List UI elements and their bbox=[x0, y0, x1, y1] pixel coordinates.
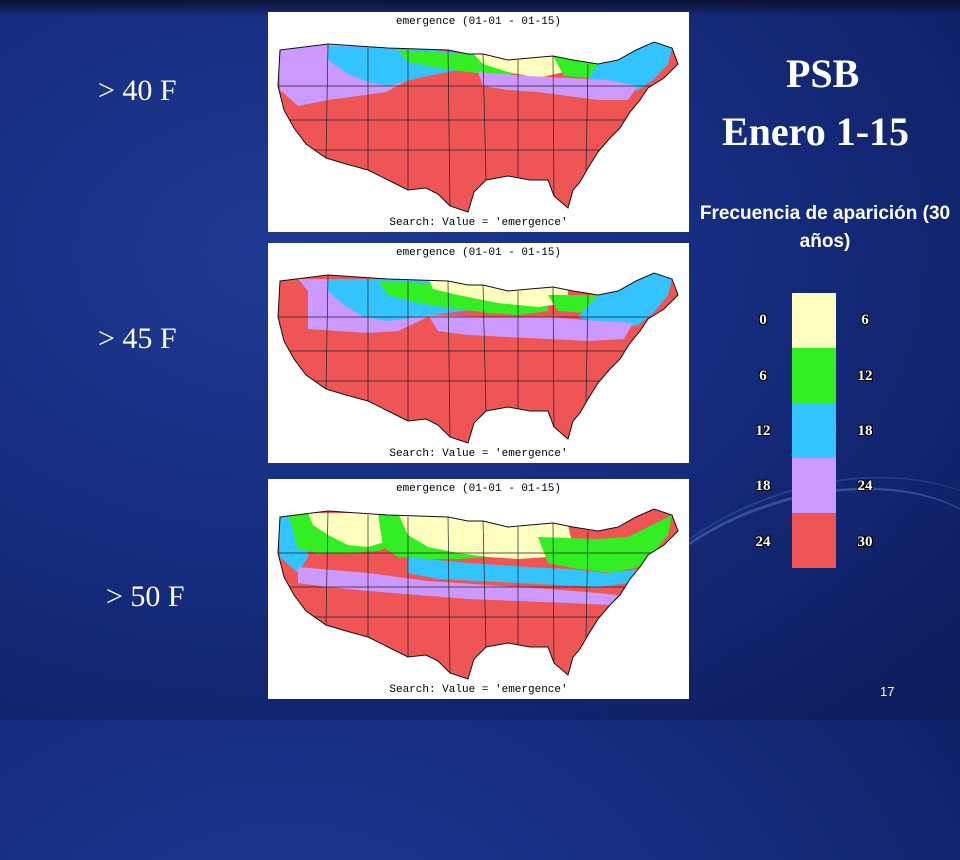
legend-swatch-3 bbox=[792, 458, 836, 513]
us-outline bbox=[277, 272, 679, 444]
map-band bbox=[538, 515, 672, 573]
legend-low-label: 6 bbox=[759, 368, 767, 384]
map-panel-40: emergence (01-01 - 01-15) Search: Value … bbox=[268, 12, 689, 232]
map-panel-search: Search: Value = 'emergence' bbox=[389, 448, 568, 460]
legend-low-label: 12 bbox=[755, 423, 771, 439]
map-panel-50: emergence (01-01 - 01-15) Search: Value … bbox=[268, 479, 689, 699]
legend-high-label: 30 bbox=[857, 534, 873, 550]
legend-low-label: 18 bbox=[755, 478, 771, 494]
state-border bbox=[325, 43, 329, 159]
state-border bbox=[325, 510, 329, 626]
state-border bbox=[447, 516, 451, 674]
map-shapes bbox=[277, 41, 679, 213]
map-band bbox=[578, 273, 672, 329]
state-border bbox=[585, 294, 589, 402]
map-band bbox=[298, 567, 618, 605]
map-panel-title: emergence (01-01 - 01-15) bbox=[395, 483, 562, 495]
map-band bbox=[308, 513, 398, 547]
legend-high-label: 24 bbox=[857, 478, 873, 494]
state-border bbox=[552, 522, 555, 664]
page-number: 17 bbox=[880, 684, 895, 699]
map-band bbox=[398, 50, 530, 76]
temp-label-40: > 40 F bbox=[98, 74, 177, 107]
legend-high-label: 18 bbox=[857, 423, 873, 439]
legend-swatch-1 bbox=[792, 348, 836, 403]
state-border bbox=[585, 63, 589, 171]
slide-title: PSB bbox=[786, 51, 860, 96]
map-band bbox=[428, 315, 633, 341]
map-band bbox=[278, 279, 308, 337]
us-map bbox=[277, 41, 679, 213]
temp-label-45: > 45 F bbox=[98, 322, 177, 355]
map-shapes bbox=[277, 508, 679, 680]
map-panel-title: emergence (01-01 - 01-15) bbox=[395, 16, 562, 28]
state-border bbox=[447, 280, 451, 438]
us-outline bbox=[277, 508, 679, 680]
slide-subtitle: Enero 1-15 bbox=[722, 109, 910, 154]
temp-label-50: > 50 F bbox=[106, 580, 185, 613]
state-border bbox=[552, 55, 555, 197]
state-border bbox=[325, 274, 329, 390]
map-panel-search: Search: Value = 'emergence' bbox=[389, 217, 568, 229]
state-border bbox=[552, 286, 555, 428]
us-map bbox=[277, 272, 679, 444]
state-border bbox=[482, 53, 487, 181]
legend-high-label: 12 bbox=[857, 368, 873, 384]
state-border bbox=[482, 520, 487, 648]
legend-low-label: 24 bbox=[755, 534, 771, 550]
map-panel-45: emergence (01-01 - 01-15) Search: Value … bbox=[268, 243, 689, 463]
map-shapes bbox=[277, 272, 679, 444]
state-border bbox=[482, 284, 487, 412]
us-map bbox=[277, 508, 679, 680]
top-shadow-band bbox=[0, 0, 960, 16]
legend-swatch-2 bbox=[792, 403, 836, 458]
state-border bbox=[447, 49, 451, 207]
map-band bbox=[408, 557, 640, 587]
legend-swatch-4 bbox=[792, 513, 836, 568]
legend-high-label: 6 bbox=[861, 312, 869, 328]
us-outline bbox=[277, 41, 679, 213]
legend-swatch-0 bbox=[792, 293, 836, 348]
state-border bbox=[585, 530, 589, 638]
legend-title: Frecuencia de aparición (30 años) bbox=[699, 203, 951, 252]
map-panel-title: emergence (01-01 - 01-15) bbox=[395, 247, 562, 259]
legend-low-label: 0 bbox=[759, 312, 767, 328]
map-panel-search: Search: Value = 'emergence' bbox=[389, 684, 568, 696]
